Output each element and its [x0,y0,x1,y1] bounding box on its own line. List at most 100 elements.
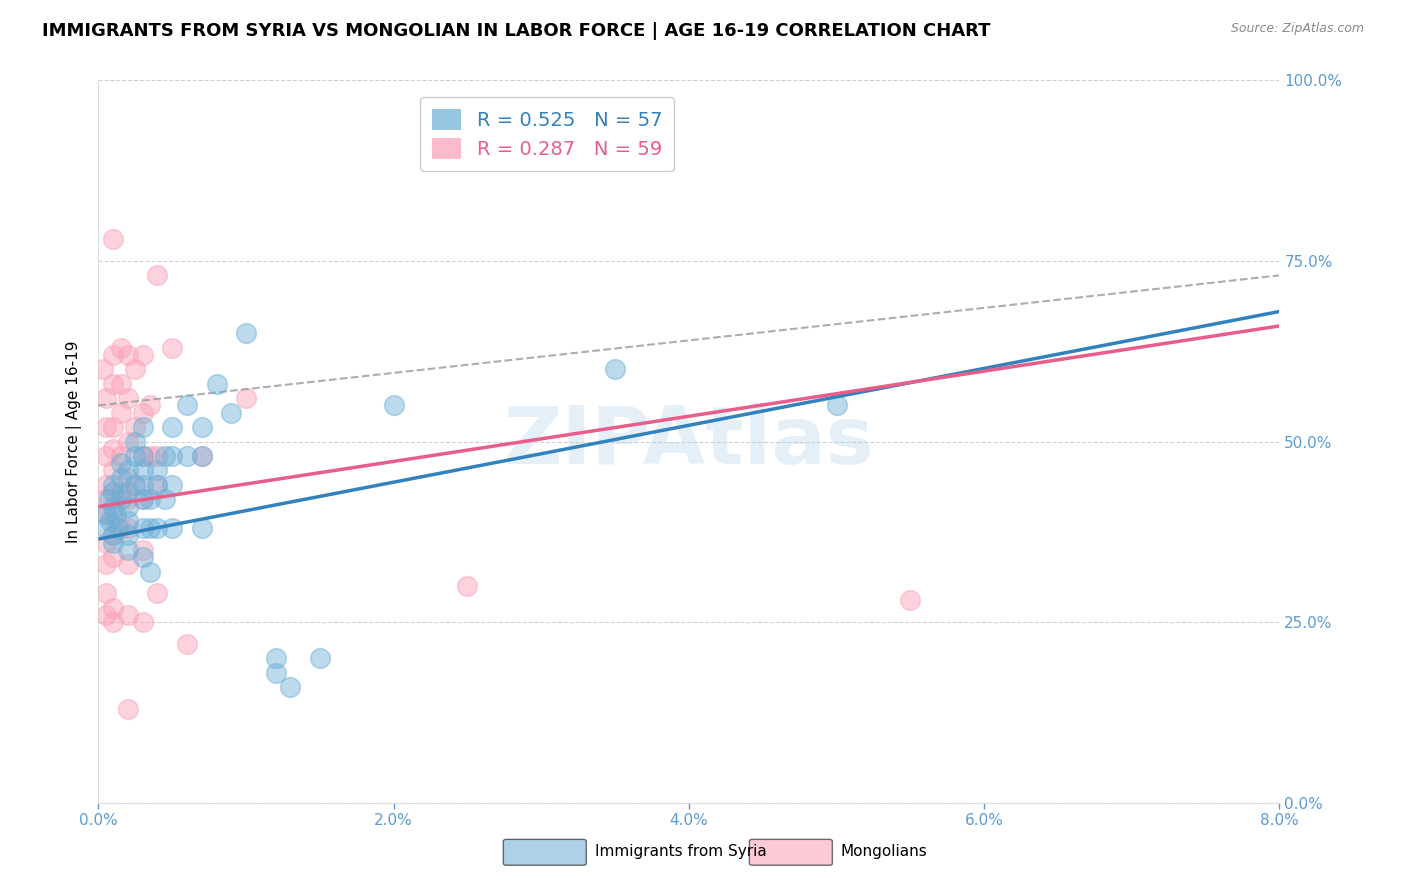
Point [457,579,479,593]
Point [98,514,121,528]
Point [103,485,125,500]
Point [176,398,198,412]
Point [124,362,146,376]
Point [117,542,139,557]
Point [117,514,139,528]
Y-axis label: In Labor Force | Age 16-19: In Labor Force | Age 16-19 [66,340,83,543]
Point [94,391,117,405]
Point [146,463,169,477]
Point [162,341,183,355]
Point [103,507,125,521]
Point [124,449,146,463]
Point [132,550,155,565]
Point [110,449,132,463]
Point [132,492,155,507]
Point [309,651,332,665]
Point [139,449,162,463]
Point [103,442,125,456]
Point [191,449,214,463]
Point [110,470,132,484]
Point [146,268,169,283]
Point [117,485,139,500]
Point [221,406,243,420]
Point [103,535,125,549]
Point [146,586,169,600]
Point [280,680,302,694]
Point [94,558,117,572]
Point [103,615,125,630]
Point [124,420,146,434]
Point [139,492,162,507]
Point [176,637,198,651]
Point [110,521,132,535]
Point [139,398,162,412]
Point [117,492,139,507]
Point [191,420,214,434]
Point [146,478,169,492]
Point [105,507,128,521]
Text: Mongolians: Mongolians [841,845,928,859]
Point [132,463,155,477]
Point [110,376,132,391]
Point [146,521,169,535]
Point [264,665,287,680]
Point [235,326,257,340]
Point [146,478,169,492]
Point [153,449,176,463]
Text: Immigrants from Syria: Immigrants from Syria [595,845,766,859]
Legend: R = 0.525   N = 57, R = 0.287   N = 59: R = 0.525 N = 57, R = 0.287 N = 59 [420,97,673,170]
Point [94,478,117,492]
Point [132,449,155,463]
Point [382,398,405,412]
Point [117,528,139,542]
Text: ZIPAtlas: ZIPAtlas [503,402,875,481]
Point [191,449,214,463]
Point [117,463,139,477]
Point [103,528,125,542]
Point [94,586,117,600]
Point [124,478,146,492]
Point [117,391,139,405]
Point [132,492,155,507]
Point [110,406,132,420]
Point [94,507,117,521]
Point [124,478,146,492]
Point [117,348,139,362]
Point [103,420,125,434]
Point [162,420,183,434]
Point [94,492,117,507]
Point [103,478,125,492]
Point [162,449,183,463]
Point [103,500,125,514]
Point [117,500,139,514]
Point [176,449,198,463]
Point [605,362,627,376]
Point [103,600,125,615]
Text: Source: ZipAtlas.com: Source: ZipAtlas.com [1230,22,1364,36]
Point [132,420,155,434]
Point [97,492,120,507]
Point [132,449,155,463]
Point [117,521,139,535]
Point [94,449,117,463]
Point [132,615,155,630]
Point [139,521,162,535]
Point [132,406,155,420]
Point [235,391,257,405]
Point [103,550,125,565]
Point [205,376,228,391]
Point [117,702,139,716]
Point [191,521,214,535]
Point [107,521,129,535]
Point [146,449,169,463]
Point [153,492,176,507]
Point [162,478,183,492]
Point [110,485,132,500]
Point [103,528,125,542]
Point [117,607,139,622]
Point [132,348,155,362]
Point [91,362,114,376]
Point [110,456,132,470]
Point [103,485,125,500]
Point [94,607,117,622]
